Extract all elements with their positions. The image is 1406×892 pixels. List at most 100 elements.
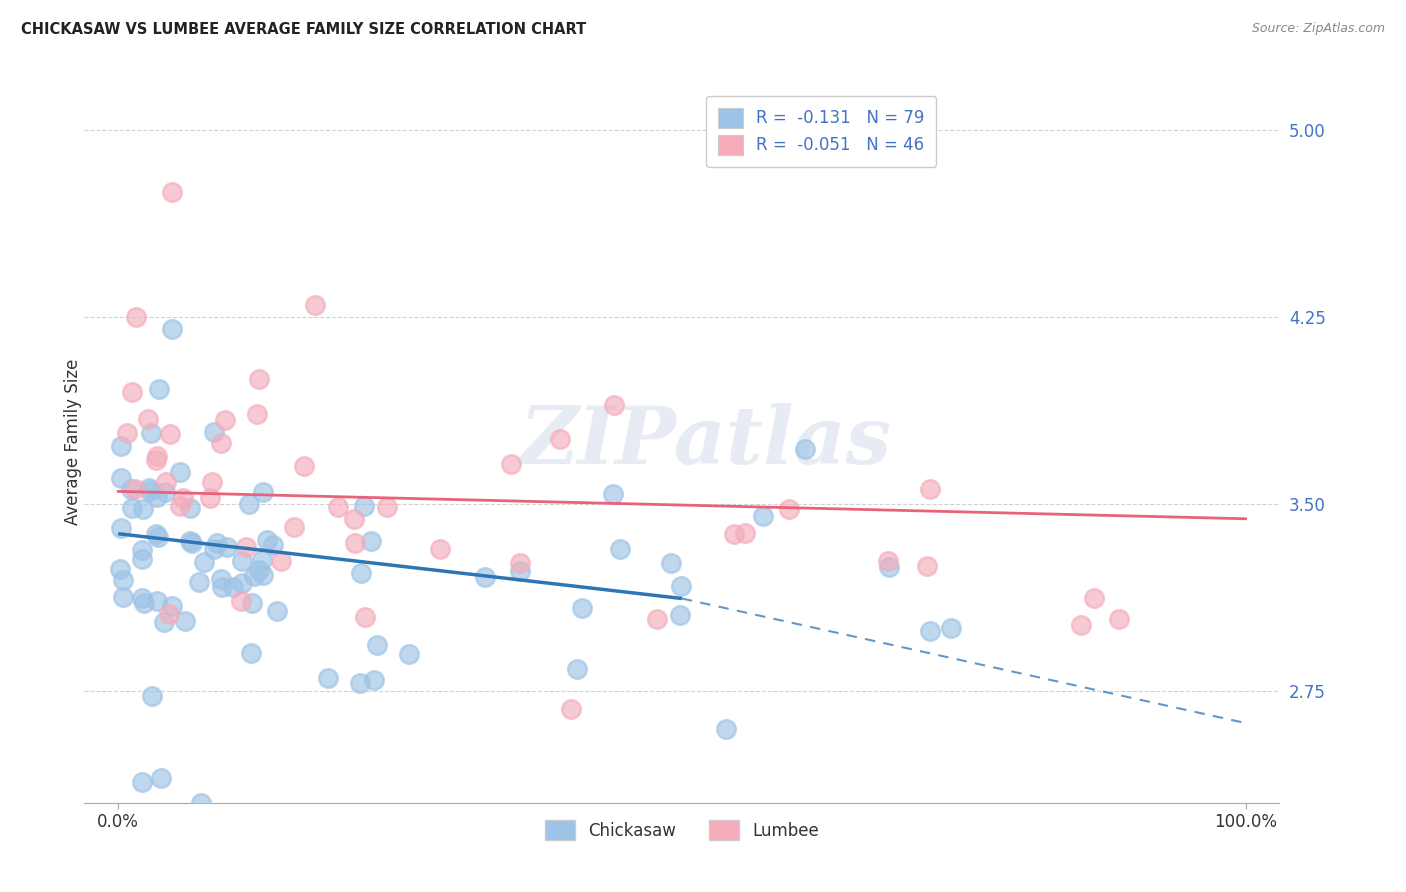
Point xyxy=(1108,612,1130,626)
Point xyxy=(145,527,167,541)
Point xyxy=(172,491,194,505)
Point xyxy=(131,542,153,557)
Legend: Chickasaw, Lumbee: Chickasaw, Lumbee xyxy=(536,812,828,848)
Point xyxy=(187,575,209,590)
Point xyxy=(939,621,962,635)
Point xyxy=(609,541,631,556)
Point xyxy=(231,576,253,591)
Point xyxy=(145,594,167,608)
Point xyxy=(602,486,624,500)
Point xyxy=(283,520,305,534)
Point xyxy=(111,573,134,587)
Point xyxy=(474,569,496,583)
Point xyxy=(571,601,593,615)
Point xyxy=(159,607,181,621)
Point xyxy=(734,526,756,541)
Point xyxy=(112,590,135,604)
Point xyxy=(215,540,238,554)
Point xyxy=(247,563,270,577)
Point xyxy=(115,425,138,440)
Point xyxy=(240,596,263,610)
Point xyxy=(240,646,263,660)
Point xyxy=(238,497,260,511)
Point xyxy=(231,554,253,568)
Point xyxy=(124,482,146,496)
Point xyxy=(292,458,315,473)
Point xyxy=(148,382,170,396)
Point xyxy=(751,508,773,523)
Point xyxy=(659,556,682,570)
Point xyxy=(671,579,693,593)
Point xyxy=(349,676,371,690)
Text: CHICKASAW VS LUMBEE AVERAGE FAMILY SIZE CORRELATION CHART: CHICKASAW VS LUMBEE AVERAGE FAMILY SIZE … xyxy=(21,22,586,37)
Point xyxy=(246,407,269,421)
Point xyxy=(243,569,266,583)
Point xyxy=(139,483,162,498)
Point xyxy=(304,297,326,311)
Point xyxy=(915,559,938,574)
Point xyxy=(125,310,148,324)
Point xyxy=(247,372,270,386)
Point xyxy=(180,536,202,550)
Point xyxy=(138,481,160,495)
Point xyxy=(252,568,274,582)
Point xyxy=(136,412,159,426)
Point xyxy=(343,536,366,550)
Point xyxy=(723,527,745,541)
Point xyxy=(353,610,375,624)
Point xyxy=(350,566,373,581)
Point xyxy=(270,554,292,568)
Point xyxy=(266,604,288,618)
Point xyxy=(360,534,382,549)
Point xyxy=(110,521,132,535)
Y-axis label: Average Family Size: Average Family Size xyxy=(65,359,82,524)
Point xyxy=(603,398,626,412)
Point xyxy=(179,533,201,548)
Point xyxy=(121,384,143,399)
Point xyxy=(509,564,531,578)
Point xyxy=(131,551,153,566)
Text: Source: ZipAtlas.com: Source: ZipAtlas.com xyxy=(1251,22,1385,36)
Point xyxy=(1083,591,1105,606)
Point xyxy=(229,594,252,608)
Point xyxy=(211,580,233,594)
Point xyxy=(316,671,339,685)
Point xyxy=(1070,617,1092,632)
Point xyxy=(560,702,582,716)
Point xyxy=(877,554,900,568)
Point xyxy=(375,500,398,515)
Point xyxy=(222,581,245,595)
Point xyxy=(155,484,177,499)
Point xyxy=(353,499,375,513)
Point xyxy=(110,562,132,576)
Point xyxy=(132,502,155,516)
Point xyxy=(252,485,274,500)
Point xyxy=(159,426,181,441)
Point xyxy=(565,661,588,675)
Point xyxy=(202,425,225,439)
Point xyxy=(918,624,941,639)
Point xyxy=(214,413,236,427)
Point xyxy=(131,591,153,605)
Point xyxy=(174,614,197,628)
Point xyxy=(250,552,273,566)
Point xyxy=(202,541,225,556)
Point xyxy=(262,538,284,552)
Point xyxy=(200,491,222,505)
Point xyxy=(209,572,232,586)
Point xyxy=(509,556,531,570)
Point xyxy=(169,466,191,480)
Point xyxy=(190,796,212,810)
Point xyxy=(668,607,690,622)
Point xyxy=(877,559,900,574)
Point xyxy=(139,426,162,441)
Point xyxy=(145,453,167,467)
Point xyxy=(155,475,177,490)
Point xyxy=(499,458,522,472)
Point xyxy=(110,471,132,485)
Point xyxy=(343,511,366,525)
Text: ZIPatlas: ZIPatlas xyxy=(520,403,891,480)
Point xyxy=(179,500,201,515)
Point xyxy=(209,435,232,450)
Point xyxy=(110,439,132,453)
